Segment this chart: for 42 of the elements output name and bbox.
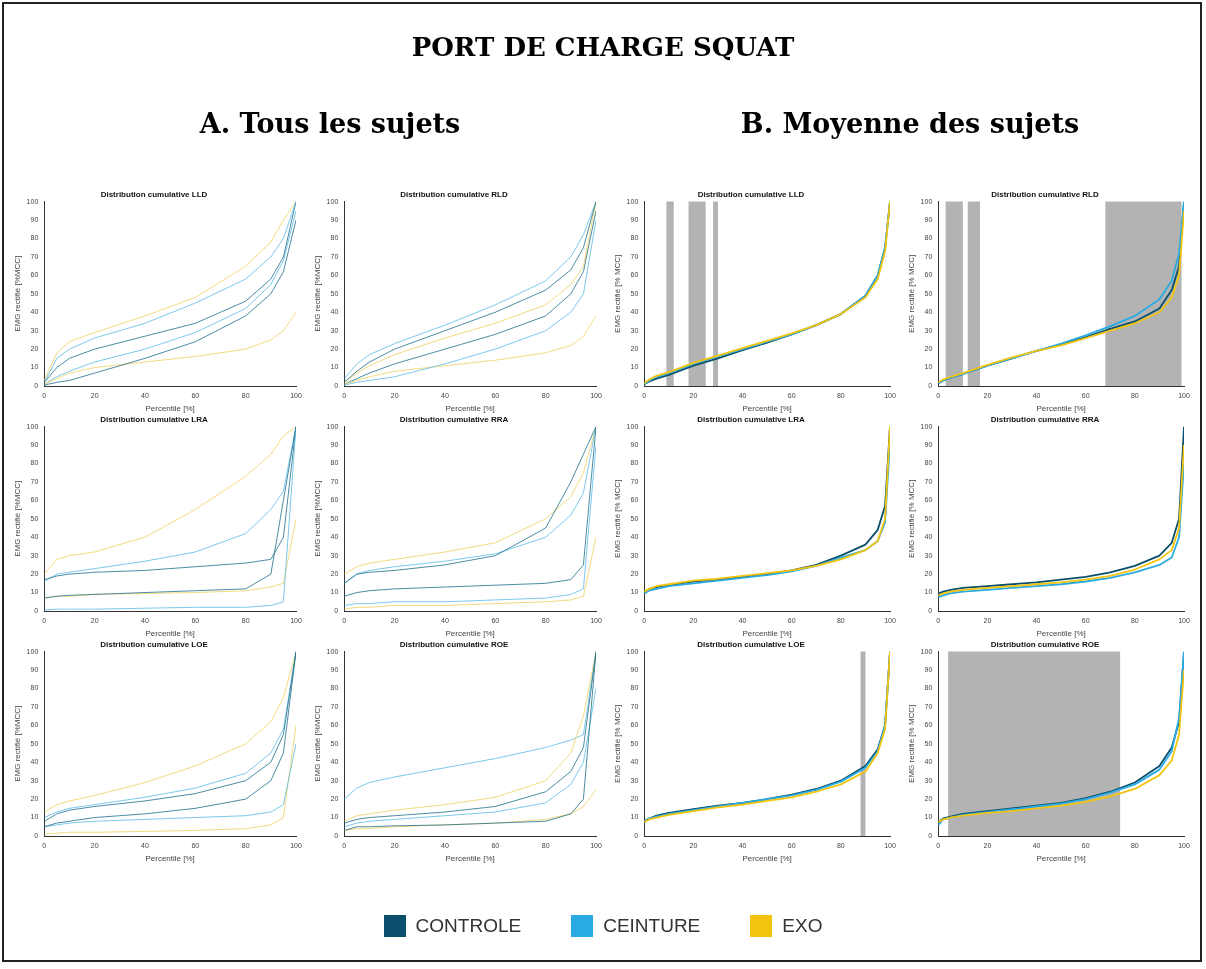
y-axis-title: EMG rectifié [%MCC] — [313, 255, 322, 332]
chart-title: Distribution cumulative LRA — [100, 415, 208, 424]
x-axis-title: Percentile [%] — [742, 404, 792, 414]
y-axis-title: EMG rectifié [% MCC] — [613, 479, 622, 558]
y-axis-title: EMG rectifié [%MCC] — [13, 255, 22, 332]
text: B. Moyenne des sujets — [739, 108, 1081, 139]
x-axis-title: Percentile [%] — [1036, 404, 1086, 414]
legend-label: CEINTURE — [603, 915, 701, 937]
chart-title: Distribution cumulative RRA — [990, 415, 1100, 424]
text: PORT DE CHARGE SQUAT — [410, 32, 796, 62]
chart-title: Distribution cumulative RLD — [991, 190, 1099, 199]
legend-label: CONTROLE — [415, 915, 522, 937]
y-axis-title: EMG rectifié [%MCC] — [13, 705, 22, 782]
x-axis-title: Percentile [%] — [1036, 854, 1086, 864]
chart-title: Distribution cumulative LLD — [697, 190, 805, 199]
x-axis-title: Percentile [%] — [445, 629, 495, 639]
y-axis-title: EMG rectifié [% MCC] — [907, 254, 916, 333]
x-axis-title: Percentile [%] — [445, 854, 495, 864]
chart-title: Distribution cumulative ROE — [990, 640, 1100, 649]
y-axis-title: EMG rectifié [%MCC] — [13, 480, 22, 557]
y-axis-title: EMG rectifié [%MCC] — [313, 480, 322, 557]
chart-title: Distribution cumulative RRA — [399, 415, 509, 424]
x-axis-title: Percentile [%] — [1036, 629, 1086, 639]
x-axis-title: Percentile [%] — [742, 629, 792, 639]
x-axis-title: Percentile [%] — [145, 629, 195, 639]
legend-label: EXO — [782, 915, 823, 937]
y-axis-title: EMG rectifié [% MCC] — [613, 254, 622, 333]
x-axis-title: Percentile [%] — [145, 404, 195, 414]
y-axis-title: EMG rectifié [% MCC] — [907, 479, 916, 558]
chart-title: Distribution cumulative LOE — [100, 640, 209, 649]
x-axis-title: Percentile [%] — [145, 854, 195, 864]
chart-title: Distribution cumulative LRA — [697, 415, 805, 424]
chart-title: Distribution cumulative LOE — [697, 640, 806, 649]
chart-title: Distribution cumulative LLD — [100, 190, 208, 199]
chart-title: Distribution cumulative RLD — [400, 190, 508, 199]
y-axis-title: EMG rectifié [%MCC] — [313, 705, 322, 782]
y-axis-title: EMG rectifié [% MCC] — [907, 704, 916, 783]
x-axis-title: Percentile [%] — [445, 404, 495, 414]
x-axis-title: Percentile [%] — [742, 854, 792, 864]
y-axis-title: EMG rectifié [% MCC] — [613, 704, 622, 783]
chart-title: Distribution cumulative ROE — [399, 640, 509, 649]
text: A. Tous les sujets — [198, 108, 462, 139]
